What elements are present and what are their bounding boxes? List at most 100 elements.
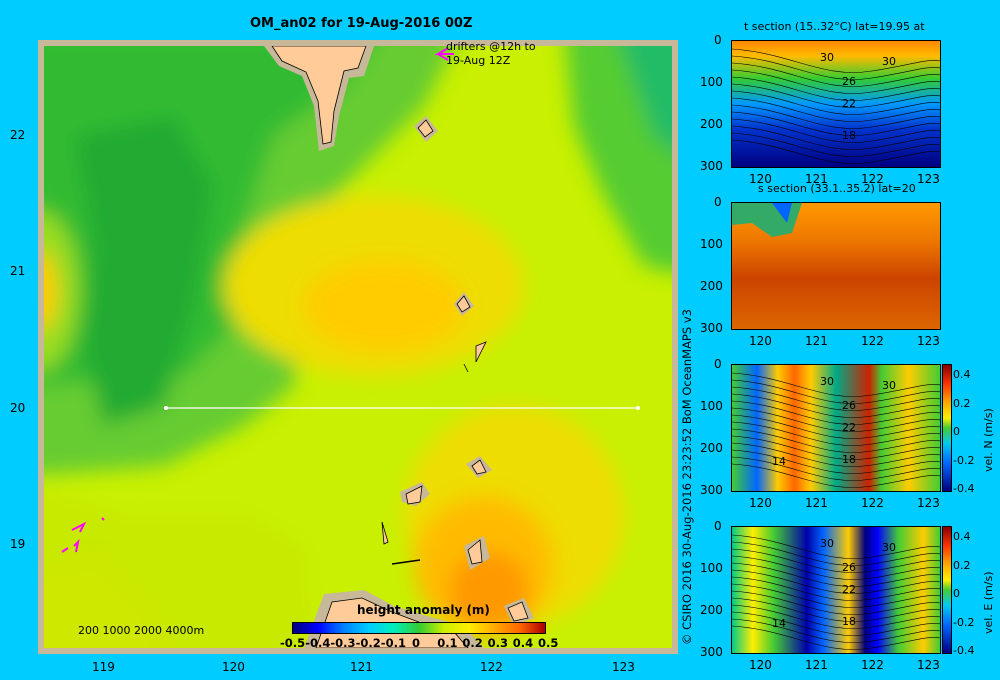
velocity-colorbar-tick: -0.2 (953, 615, 975, 629)
map-y-tick: 20 (10, 401, 26, 415)
map-x-tick: 123 (612, 660, 635, 674)
contour-label: 26 (842, 75, 856, 88)
map-x-tick: 122 (480, 660, 503, 674)
contour-line (732, 555, 940, 580)
section-panel-2[interactable]: 30 30 26 22 18 14 (731, 364, 941, 492)
contour-line (732, 393, 940, 418)
panel-y-tick: 200 (700, 117, 723, 131)
panel-x-tick: 123 (917, 172, 940, 186)
contour-line (732, 76, 940, 101)
contour-line (732, 611, 940, 636)
panel-y-tick: 0 (714, 195, 722, 209)
panel-x-tick: 121 (805, 496, 828, 510)
contour-line (732, 118, 940, 143)
contour-lines (732, 534, 940, 650)
panel-y-tick: 300 (700, 645, 723, 659)
contour-line (732, 400, 940, 425)
contour-line (732, 442, 940, 467)
contour-line (732, 104, 940, 129)
colorbar-tick: -0.1 (380, 636, 406, 650)
panel-x-tick: 122 (861, 334, 884, 348)
contour-label: 22 (842, 97, 856, 110)
contour-line (732, 597, 940, 622)
colorbar-tick: -0.2 (355, 636, 381, 650)
contour-line (732, 372, 940, 397)
velocity-colorbar-tick: -0.2 (953, 453, 975, 467)
low-salinity-region (732, 203, 802, 237)
panel-x-tick: 122 (861, 496, 884, 510)
contour-label: 30 (820, 51, 834, 64)
contour-line (732, 569, 940, 594)
colorbar-tick: 0.4 (512, 636, 534, 650)
map-y-tick: 21 (10, 264, 26, 278)
map-x-tick: 119 (92, 660, 115, 674)
section-panel-3[interactable]: 30 30 26 22 18 14 (731, 526, 941, 654)
panel-x-tick: 122 (861, 658, 884, 672)
contour-label: 18 (842, 453, 856, 466)
drifter-tracks (61, 47, 454, 553)
contour-line (732, 55, 940, 80)
contour-line (732, 132, 940, 157)
panel-x-tick: 123 (917, 658, 940, 672)
panel-x-tick: 122 (861, 172, 884, 186)
contour-lines (732, 203, 802, 237)
panel-x-tick: 123 (917, 334, 940, 348)
panel-x-tick: 120 (749, 334, 772, 348)
contour-line (732, 576, 940, 601)
panel-x-tick: 120 (749, 658, 772, 672)
contour-line (732, 456, 940, 481)
panel-x-tick: 123 (917, 496, 940, 510)
panel-y-tick: 200 (700, 279, 723, 293)
contour-label: 30 (882, 541, 896, 554)
contour-line (732, 83, 940, 108)
map-y-tick: 19 (10, 537, 26, 551)
contour-line (732, 69, 940, 94)
panel-x-tick: 121 (805, 334, 828, 348)
panel-y-tick: 300 (700, 321, 723, 335)
contour-line (732, 583, 940, 608)
velocity-colorbar-tick: 0.4 (953, 530, 971, 543)
contour-line (732, 541, 940, 566)
contour-label: 30 (882, 379, 896, 392)
panel-x-tick: 120 (749, 172, 772, 186)
contour-line (732, 625, 940, 650)
contour-label: 22 (842, 583, 856, 596)
contour-line (732, 111, 940, 136)
contour-lines (732, 372, 940, 488)
contour-line (732, 97, 940, 122)
panel-y-tick: 0 (714, 33, 722, 47)
colorbar-tick: -0.3 (330, 636, 356, 650)
panel-y-tick: 200 (700, 603, 723, 617)
contour-line (732, 590, 940, 615)
contour-line (732, 435, 940, 460)
colorbar-tick: 0.3 (487, 636, 508, 650)
panel-y-tick: 100 (700, 561, 723, 575)
panel-y-tick: 200 (700, 441, 723, 455)
panel-y-tick: 100 (700, 399, 723, 413)
contour-line (732, 421, 940, 446)
contour-label: 18 (842, 615, 856, 628)
colorbar-tick: 0.2 (462, 636, 483, 650)
contour-label: 14 (772, 617, 786, 630)
panel-y-tick: 100 (700, 75, 723, 89)
contour-label: 22 (842, 421, 856, 434)
panel-title: s section (33.1..35.2) lat=20 (758, 182, 916, 195)
contour-label: 30 (882, 55, 896, 68)
panel-y-tick: 0 (714, 519, 722, 533)
panel-y-tick: 100 (700, 237, 723, 251)
panel-x-tick: 120 (749, 496, 772, 510)
panel-y-tick: 0 (714, 357, 722, 371)
panel-x-tick: 121 (805, 172, 828, 186)
contour-line (732, 48, 940, 73)
map-x-tick: 120 (222, 660, 245, 674)
drifters-label-2: 19-Aug 12Z (446, 54, 511, 67)
height-anomaly-map[interactable] (44, 46, 672, 648)
contour-line (732, 407, 940, 432)
section-panel-1[interactable] (731, 202, 941, 330)
colorbar-tick: 0 (412, 636, 421, 650)
section-panel-0[interactable]: 30 30 26 22 18 (731, 40, 941, 168)
velocity-colorbar-label: vel. E (m/s) (982, 571, 995, 634)
contour-line (732, 548, 940, 573)
panel-y-tick: 300 (700, 483, 723, 497)
map-svg (44, 46, 672, 648)
